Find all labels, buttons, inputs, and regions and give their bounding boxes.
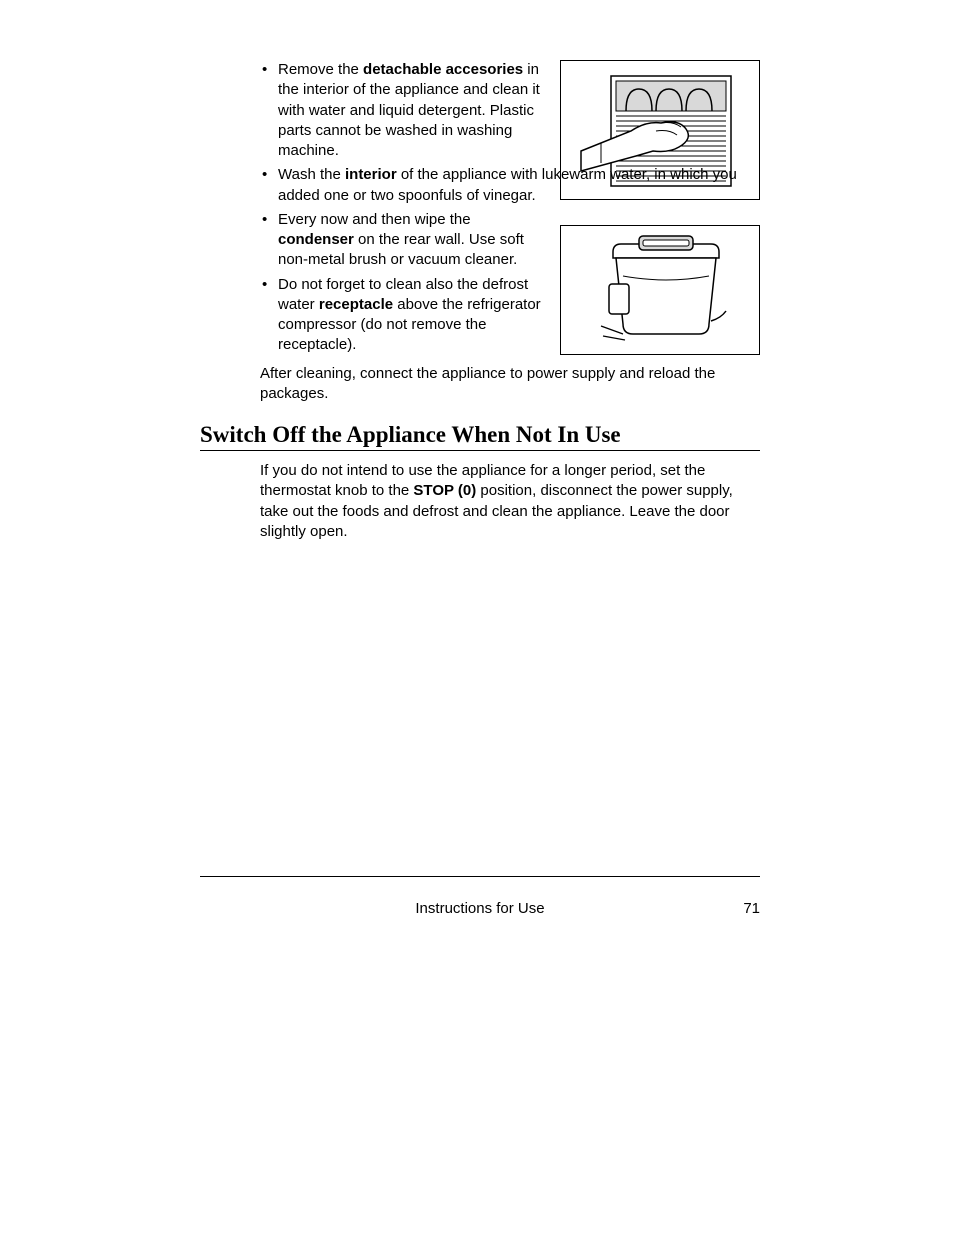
bullet-text-pre: Wash the [278, 166, 345, 183]
bullet-text-bold: detachable accesories [363, 61, 523, 78]
footer-page-number: 71 [743, 900, 760, 917]
bullet-item: Wash the interior of the appliance with … [260, 165, 750, 206]
footer-title: Instructions for Use [200, 900, 760, 917]
section-body-bold: STOP (0) [413, 482, 476, 499]
after-list-paragraph: After cleaning, connect the appliance to… [260, 364, 760, 405]
bullet-text-pre: Every now and then wipe the [278, 211, 471, 228]
bullet-text-bold: interior [345, 166, 397, 183]
footer-rule [200, 876, 760, 877]
section-heading: Switch Off the Appliance When Not In Use [200, 422, 760, 451]
cleaning-bullet-list: Remove the detachable accesories in the … [260, 60, 774, 356]
bullet-item: Every now and then wipe the condenser on… [260, 210, 550, 271]
bullet-item: Do not forget to clean also the defrost … [260, 275, 550, 356]
bullet-item: Remove the detachable accesories in the … [260, 60, 550, 161]
bullet-text-pre: Remove the [278, 61, 363, 78]
bullet-text-bold: receptacle [319, 296, 393, 313]
section-body: If you do not intend to use the applianc… [260, 461, 740, 542]
bullet-text-bold: condenser [278, 231, 354, 248]
